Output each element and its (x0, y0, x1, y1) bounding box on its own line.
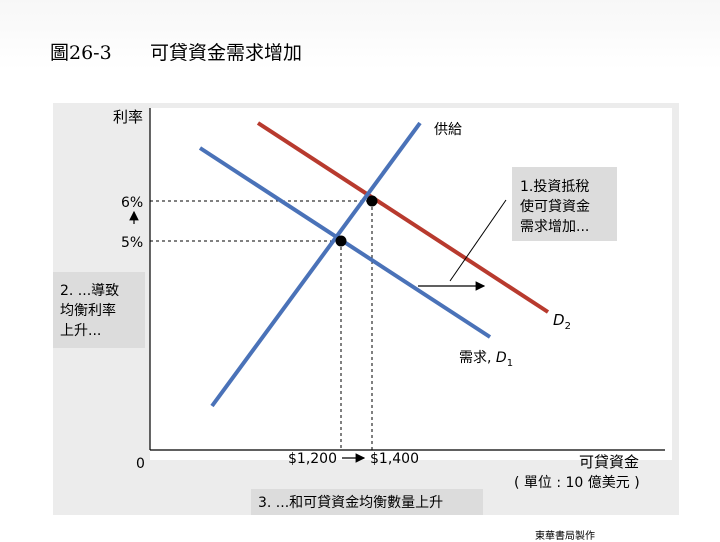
slide-title: 圖26-3 可貸資金需求增加 (50, 38, 302, 65)
note1-pointer (449, 199, 507, 282)
figure-panel: 利率 可貸資金 ( 單位 : 10 億美元 ) 0 6% 5% $1,200 $… (53, 103, 679, 515)
tick-5pct: 5% (121, 235, 143, 251)
figure-number: 圖26-3 (50, 42, 112, 64)
origin-label: 0 (136, 456, 145, 472)
note2-box (53, 272, 145, 348)
note2-line1: 2. ...導致 (60, 283, 119, 299)
supply-label: 供給 (434, 122, 462, 138)
figure-title: 可貸資金需求增加 (150, 42, 303, 64)
note1-line3: 需求增加... (520, 219, 589, 235)
tick-1200: $1,200 (288, 451, 337, 467)
supply-curve (210, 121, 422, 408)
demand2-label: D2 (553, 311, 571, 332)
note3-text: 3. ...和可貸資金均衡數量上升 (258, 495, 443, 511)
publisher-credit: 東華書局製作 (535, 531, 595, 542)
loanable-funds-diagram: 利率 可貸資金 ( 單位 : 10 億美元 ) 0 6% 5% $1,200 $… (53, 103, 679, 515)
x-axis-label: 可貸資金 (579, 453, 639, 471)
note1-line1: 1.投資抵稅 (520, 179, 589, 195)
demand-curve-d2 (256, 121, 550, 314)
equilibrium-point-1 (335, 235, 347, 247)
equilibrium-point-2 (366, 195, 378, 207)
x-axis-unit: ( 單位 : 10 億美元 ) (514, 475, 640, 491)
note1-line2: 使可貸資金 (520, 198, 590, 215)
note2-line2: 均衡利率 (60, 302, 116, 319)
demand1-label: 需求, D1 (459, 350, 513, 369)
tick-6pct: 6% (121, 195, 143, 211)
tick-1400: $1,400 (370, 451, 419, 467)
note1-box (512, 167, 617, 241)
note2-line3: 上升... (60, 323, 101, 339)
y-axis-label: 利率 (113, 108, 143, 126)
note3-box (251, 489, 483, 515)
